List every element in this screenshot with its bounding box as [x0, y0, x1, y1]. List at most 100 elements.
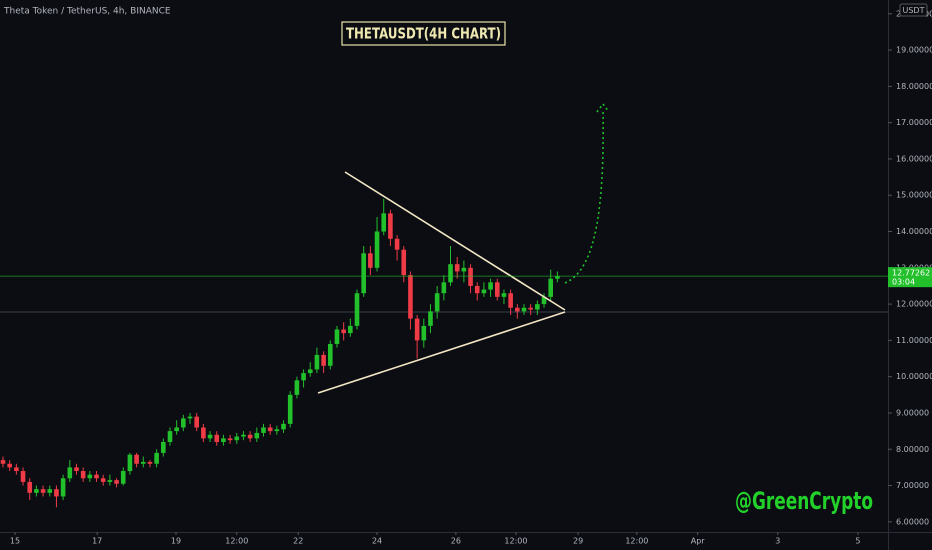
candle-body [214, 434, 220, 443]
candle-body [74, 467, 79, 472]
candle-body [114, 480, 119, 484]
x-tick-label: 19 [171, 537, 181, 546]
candle-body [535, 304, 540, 310]
candle-body [294, 380, 300, 395]
x-tick-label: 12:00 [225, 537, 248, 546]
candle-body [428, 311, 433, 326]
x-tick-label: 5 [855, 537, 860, 546]
candle-body [314, 354, 320, 370]
candle-body [127, 454, 133, 472]
candle-body [40, 489, 46, 493]
candle-body [461, 267, 467, 272]
candle-body [60, 478, 66, 497]
y-tick-label: 18.00000 [896, 82, 932, 91]
candle-body [34, 489, 39, 493]
drawings [317, 102, 610, 394]
candle-body [87, 474, 93, 479]
candle-body [234, 436, 240, 441]
y-unit-box [899, 3, 928, 17]
y-tick-label: 8.00000 [896, 445, 929, 454]
candle-body [14, 467, 19, 472]
candle-body [281, 423, 286, 430]
candle-body [334, 329, 340, 345]
projection-path [564, 109, 604, 284]
x-tick-label: 24 [372, 537, 382, 546]
y-tick-label: 9.00000 [896, 408, 929, 417]
candle-body [267, 427, 273, 432]
plot-area [0, 198, 888, 508]
candle-body [67, 467, 73, 479]
candle-body [54, 489, 59, 497]
candle-body [27, 481, 33, 493]
x-tick-label: 29 [573, 537, 583, 546]
candle-body [341, 329, 346, 334]
candle-body [241, 434, 246, 437]
y-unit: USDT [903, 6, 925, 15]
candle-body [408, 275, 413, 319]
candle-body [161, 442, 166, 453]
candle-body [494, 282, 500, 297]
y-tick-label: 14.00000 [896, 227, 932, 236]
chart-title: Theta Token / TetherUS, 4h, BINANCE [3, 7, 171, 17]
candle-body [528, 307, 533, 310]
candle-body [7, 463, 12, 468]
candle-body [501, 293, 507, 297]
x-tick-label: 12:00 [625, 537, 648, 546]
countdown: 03:04 [892, 278, 915, 287]
candle-body [327, 344, 333, 366]
candle-body [394, 238, 400, 250]
x-tick-label: 26 [451, 537, 461, 546]
candle-body [207, 434, 213, 439]
candle-body [474, 285, 480, 294]
candle-body [521, 307, 527, 312]
candle-body [374, 231, 380, 268]
candle-body [414, 318, 420, 341]
y-tick-label: 19.00000 [896, 46, 932, 55]
candle-body [448, 264, 453, 283]
upper-trendline [344, 171, 566, 311]
candle-body [140, 461, 146, 464]
candle-body [508, 293, 513, 308]
candle-body [548, 278, 554, 297]
candle-body [361, 253, 366, 294]
x-tick-label: Apr [691, 537, 706, 546]
candle-body [221, 438, 226, 443]
candle-body [388, 213, 393, 239]
projection-arrowhead [596, 102, 610, 113]
candle-body [20, 471, 26, 482]
price-label: 12.77262 [892, 269, 930, 278]
y-tick-label: 16.00000 [896, 154, 932, 163]
candle-body [541, 296, 547, 305]
candle-body [301, 373, 306, 381]
candle-body [201, 427, 206, 439]
x-tick-label: 15 [10, 537, 20, 546]
y-tick-label: 6.00000 [896, 517, 929, 526]
candle-body [555, 276, 560, 279]
candle-body [481, 289, 487, 294]
candle-body [421, 325, 427, 341]
candle-body [488, 282, 493, 290]
candle-body [167, 431, 173, 443]
y-tick-label: 12.00000 [896, 300, 932, 309]
y-tick-label: 17.00000 [896, 118, 932, 127]
candle-body [147, 461, 153, 464]
candle-body [401, 249, 407, 276]
y-tick-label: 15.00000 [896, 191, 932, 200]
candle-body [434, 293, 440, 312]
candle-body [94, 474, 99, 479]
candle-body [354, 293, 360, 326]
candle-body [454, 264, 460, 272]
x-tick-label: 17 [92, 537, 102, 546]
candle-body [348, 325, 353, 334]
candle-body [107, 480, 113, 482]
candle-body [174, 427, 179, 432]
y-tick-label: 7.00000 [896, 481, 929, 490]
lower-trendline [317, 311, 566, 394]
candle-body [120, 471, 126, 484]
candle-body [515, 307, 520, 312]
candle-body [227, 438, 233, 441]
candle-body [441, 282, 447, 294]
y-tick-label: 10.00000 [896, 372, 932, 381]
candle-body [80, 471, 86, 479]
